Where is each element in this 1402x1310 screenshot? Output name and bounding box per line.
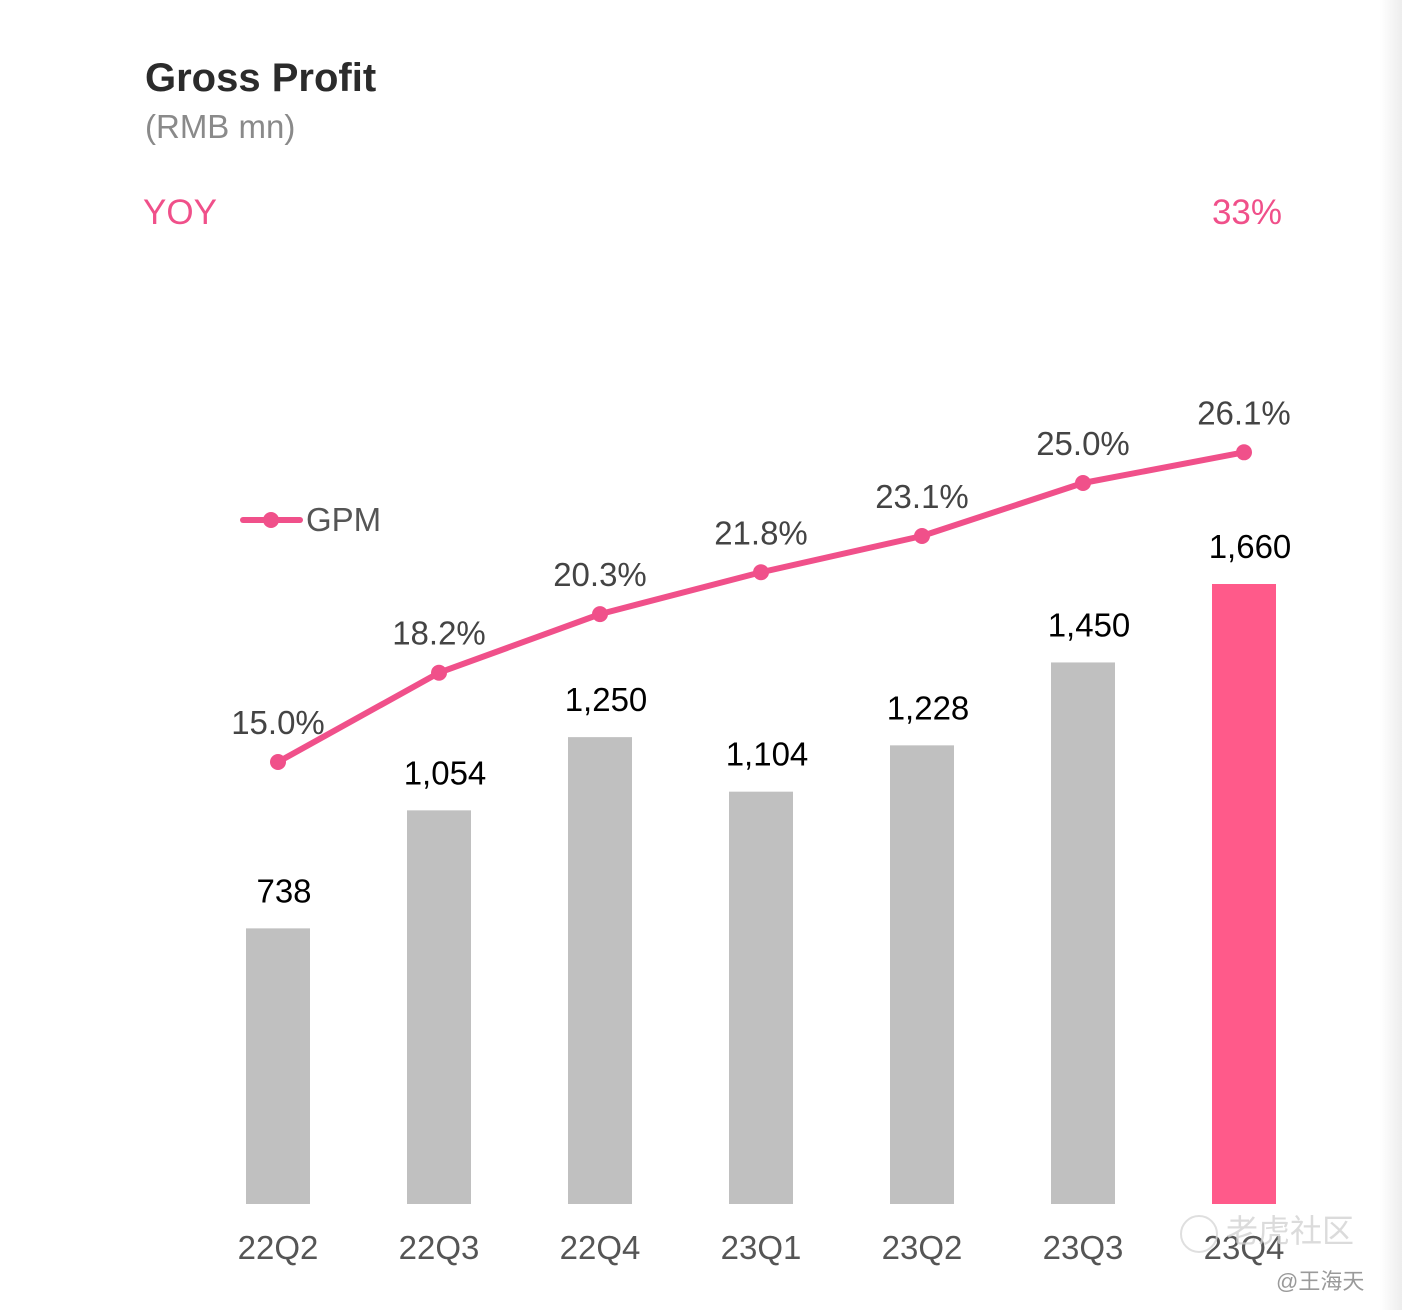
legend-gpm-marker bbox=[263, 512, 279, 528]
bar-value-label: 738 bbox=[256, 872, 311, 909]
yoy-label: YOY bbox=[143, 193, 217, 232]
watermark-text: 老虎社区 bbox=[1226, 1213, 1355, 1249]
x-tick-label: 22Q2 bbox=[238, 1229, 319, 1266]
gpm-point bbox=[1236, 444, 1252, 461]
gpm-value-label: 18.2% bbox=[392, 615, 486, 652]
gpm-value-label: 15.0% bbox=[231, 704, 325, 741]
bar-23Q2 bbox=[890, 745, 954, 1204]
bar-22Q3 bbox=[407, 810, 471, 1204]
bar-23Q4 bbox=[1212, 584, 1276, 1204]
x-tick-label: 23Q3 bbox=[1043, 1229, 1124, 1266]
legend-gpm-label: GPM bbox=[306, 501, 381, 538]
x-tick-label: 23Q2 bbox=[882, 1229, 963, 1266]
bar-23Q3 bbox=[1051, 662, 1115, 1204]
x-tick-label: 23Q1 bbox=[721, 1229, 802, 1266]
gpm-point bbox=[270, 754, 286, 770]
bar-value-label: 1,450 bbox=[1048, 606, 1131, 643]
gpm-value-label: 25.0% bbox=[1036, 425, 1130, 462]
gpm-value-label: 23.1% bbox=[875, 478, 969, 515]
x-tick-label: 22Q4 bbox=[560, 1229, 641, 1266]
gpm-value-label: 26.1% bbox=[1197, 394, 1291, 431]
bar-value-label: 1,228 bbox=[887, 689, 970, 726]
bar-22Q2 bbox=[246, 928, 310, 1204]
gpm-point bbox=[1075, 475, 1091, 491]
tiger-community-logo-icon bbox=[1180, 1214, 1218, 1253]
chart-title: Gross Profit bbox=[145, 56, 377, 100]
bar-value-label: 1,104 bbox=[726, 736, 809, 773]
yoy-value: 33% bbox=[1211, 193, 1282, 232]
watermark: 老虎社区 bbox=[1180, 1206, 1354, 1253]
gpm-value-label: 20.3% bbox=[553, 556, 647, 593]
bar-value-label: 1,660 bbox=[1209, 528, 1292, 565]
watermark-author: @王海天 bbox=[1276, 1269, 1365, 1294]
bar-value-label: 1,250 bbox=[565, 681, 648, 718]
chart-subtitle: (RMB mn) bbox=[145, 108, 296, 145]
bar-23Q1 bbox=[729, 791, 793, 1204]
gpm-value-label: 21.8% bbox=[714, 514, 808, 551]
gpm-point bbox=[431, 664, 447, 681]
gpm-point bbox=[753, 564, 769, 581]
page-edge-shadow bbox=[1380, 0, 1402, 1310]
bar-value-label: 1,054 bbox=[404, 754, 487, 791]
x-tick-label: 22Q3 bbox=[399, 1229, 480, 1266]
bar-22Q4 bbox=[568, 737, 632, 1204]
gpm-point bbox=[592, 606, 608, 623]
gpm-point bbox=[914, 528, 930, 545]
